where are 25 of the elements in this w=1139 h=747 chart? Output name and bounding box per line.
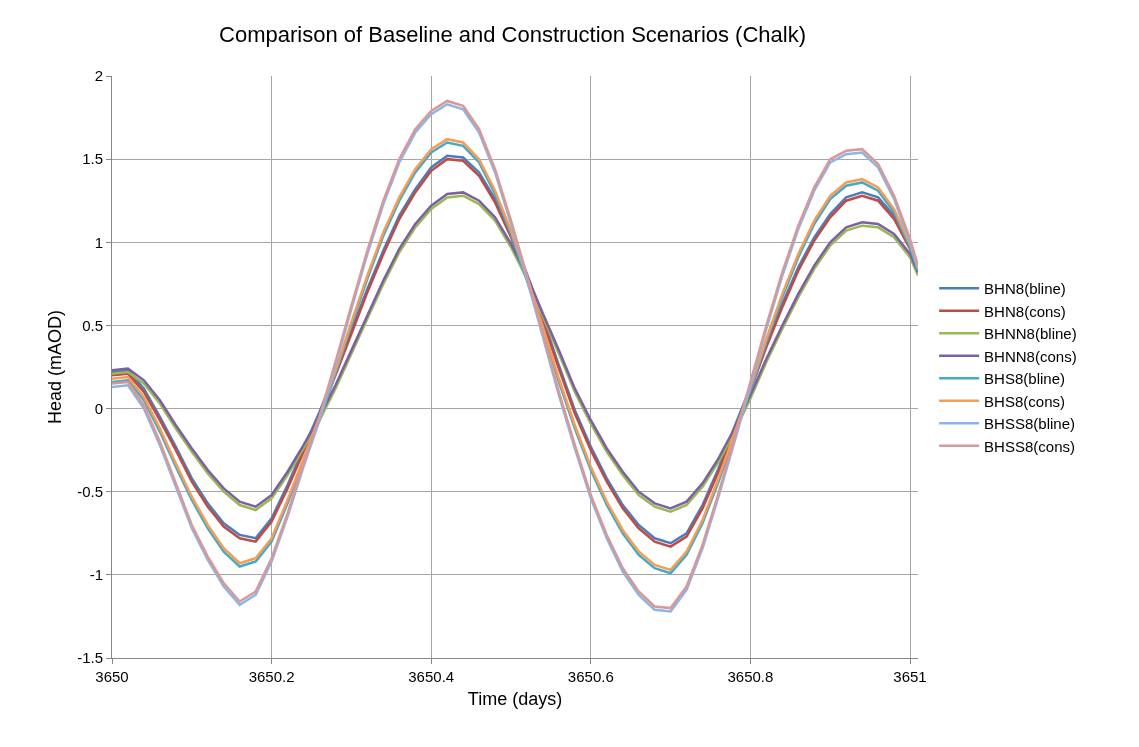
legend-label: BHSS8(bline) — [984, 415, 1075, 433]
chart-title: Comparison of Baseline and Construction Scenarios (Chalk) — [219, 21, 807, 47]
x-tick-label: 3650.6 — [567, 668, 614, 685]
y-tick-label: 0.5 — [82, 316, 103, 334]
x-tick-label: 3650.4 — [408, 668, 455, 685]
legend-label: BHNN8(cons) — [984, 347, 1077, 365]
y-tick-label: 2 — [94, 67, 103, 85]
y-axis-title: Head (mAOD) — [45, 309, 66, 425]
legend-label: BHS8(cons) — [984, 392, 1065, 410]
legend-label: BHN8(cons) — [984, 302, 1066, 320]
x-tick-label: 3650.8 — [727, 668, 774, 685]
legend-label: BHNN8(bline) — [984, 325, 1077, 343]
x-tick-label: 3650 — [95, 668, 129, 685]
y-tick-label: -0.5 — [77, 482, 103, 500]
legend-label: BHS8(bline) — [984, 370, 1065, 388]
y-tick-label: -1 — [89, 566, 103, 584]
legend-label: BHN8(bline) — [984, 280, 1066, 298]
legend-label: BHSS8(cons) — [984, 437, 1075, 455]
y-tick-label: 0 — [94, 399, 103, 417]
y-tick-label: -1.5 — [77, 649, 103, 667]
x-axis-title: Time (days) — [467, 689, 563, 710]
x-tick-label: 3651 — [893, 668, 927, 685]
y-tick-label: 1.5 — [82, 150, 103, 168]
y-tick-label: 1 — [94, 233, 103, 251]
x-tick-label: 3650.2 — [248, 668, 295, 685]
